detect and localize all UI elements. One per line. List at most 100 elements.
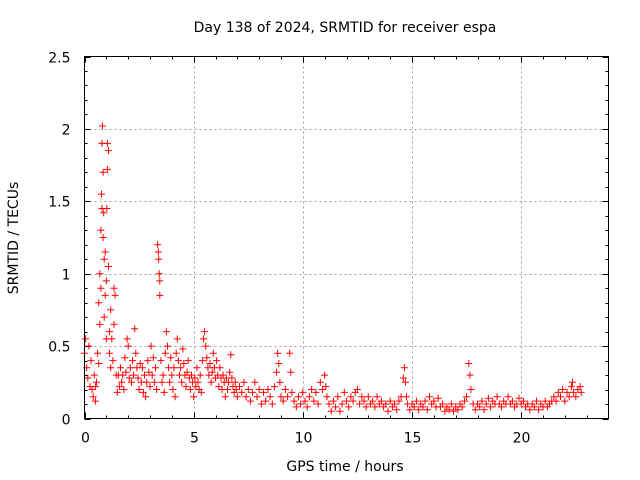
data-point xyxy=(153,386,161,393)
data-point xyxy=(268,400,276,408)
data-point xyxy=(246,397,254,405)
data-point xyxy=(182,383,190,391)
data-point xyxy=(563,388,571,396)
data-point xyxy=(109,357,117,365)
data-point xyxy=(200,335,207,343)
data-point xyxy=(447,400,455,408)
data-point xyxy=(419,403,427,411)
data-point xyxy=(126,364,134,372)
data-point xyxy=(130,371,138,379)
data-point xyxy=(174,357,182,365)
y-tick-label: 2 xyxy=(62,123,71,139)
x-tick-label: 15 xyxy=(404,431,422,447)
data-point xyxy=(168,371,176,379)
data-point xyxy=(146,383,154,391)
data-point xyxy=(421,397,429,405)
data-point xyxy=(576,383,584,391)
data-point xyxy=(119,371,127,379)
data-point xyxy=(221,393,229,401)
data-point xyxy=(186,386,194,393)
data-point xyxy=(93,378,100,386)
data-point xyxy=(303,403,311,411)
data-point xyxy=(251,378,259,386)
data-point xyxy=(310,397,318,405)
data-point xyxy=(279,397,287,405)
data-point xyxy=(198,357,206,365)
data-point xyxy=(145,368,153,376)
data-point xyxy=(240,378,248,386)
data-point xyxy=(118,378,126,386)
data-point xyxy=(403,393,410,401)
chart-title: Day 138 of 2024, SRMTID for receiver esp… xyxy=(194,20,497,36)
grid-lines xyxy=(84,56,609,419)
data-point xyxy=(236,383,243,391)
data-point xyxy=(232,386,240,393)
data-point xyxy=(102,277,110,285)
data-point xyxy=(190,393,198,401)
data-point xyxy=(519,397,527,405)
y-tick-label: 2.5 xyxy=(48,51,70,67)
data-point xyxy=(225,378,233,386)
data-point xyxy=(149,354,157,362)
data-point xyxy=(177,364,185,372)
data-point xyxy=(266,393,274,401)
data-point xyxy=(377,397,385,405)
y-axis-label: SRMTID / TECUs xyxy=(6,182,22,295)
data-point xyxy=(559,386,567,393)
data-point xyxy=(242,393,250,401)
data-point xyxy=(460,397,468,405)
data-point xyxy=(216,364,224,372)
data-point xyxy=(292,403,300,411)
data-point xyxy=(100,255,108,263)
data-point xyxy=(526,406,534,414)
data-point xyxy=(228,374,236,382)
data-point xyxy=(391,400,398,408)
data-point xyxy=(117,364,124,372)
data-point xyxy=(284,393,292,401)
data-point xyxy=(347,393,355,401)
data-point xyxy=(567,383,575,391)
data-point xyxy=(131,325,139,333)
data-point xyxy=(480,406,488,414)
data-point xyxy=(345,403,353,411)
data-point xyxy=(103,165,111,173)
data-point xyxy=(384,407,392,415)
data-point xyxy=(108,335,116,343)
data-point xyxy=(171,393,179,401)
data-point xyxy=(572,393,580,401)
data-point xyxy=(273,368,281,376)
data-point xyxy=(340,388,348,396)
data-point xyxy=(155,255,163,263)
data-point xyxy=(373,393,381,401)
data-point xyxy=(97,226,105,234)
data-point xyxy=(541,397,549,405)
data-point xyxy=(139,388,147,396)
data-point xyxy=(482,400,490,408)
data-point xyxy=(487,403,495,411)
data-point xyxy=(360,397,368,405)
data-point xyxy=(308,386,316,393)
data-point xyxy=(412,397,420,405)
data-point xyxy=(426,393,433,401)
data-point xyxy=(399,374,407,382)
data-point xyxy=(530,403,538,411)
data-point xyxy=(476,403,484,411)
data-point xyxy=(364,393,372,401)
data-point xyxy=(188,371,195,379)
data-point xyxy=(565,393,573,401)
data-point xyxy=(167,354,175,362)
data-point xyxy=(570,388,578,396)
data-point xyxy=(319,386,326,393)
data-point xyxy=(136,360,144,367)
data-point xyxy=(99,168,107,176)
axis-ticks: 0 5 10 15 20 0 0.5 1 1.5 2 2.5 xyxy=(48,51,609,447)
data-point xyxy=(95,360,103,367)
data-point xyxy=(533,397,540,405)
data-point xyxy=(353,386,361,393)
data-point xyxy=(148,371,156,379)
data-point xyxy=(96,320,104,328)
data-point xyxy=(103,205,111,212)
data-point xyxy=(169,386,177,393)
data-point xyxy=(369,397,377,405)
